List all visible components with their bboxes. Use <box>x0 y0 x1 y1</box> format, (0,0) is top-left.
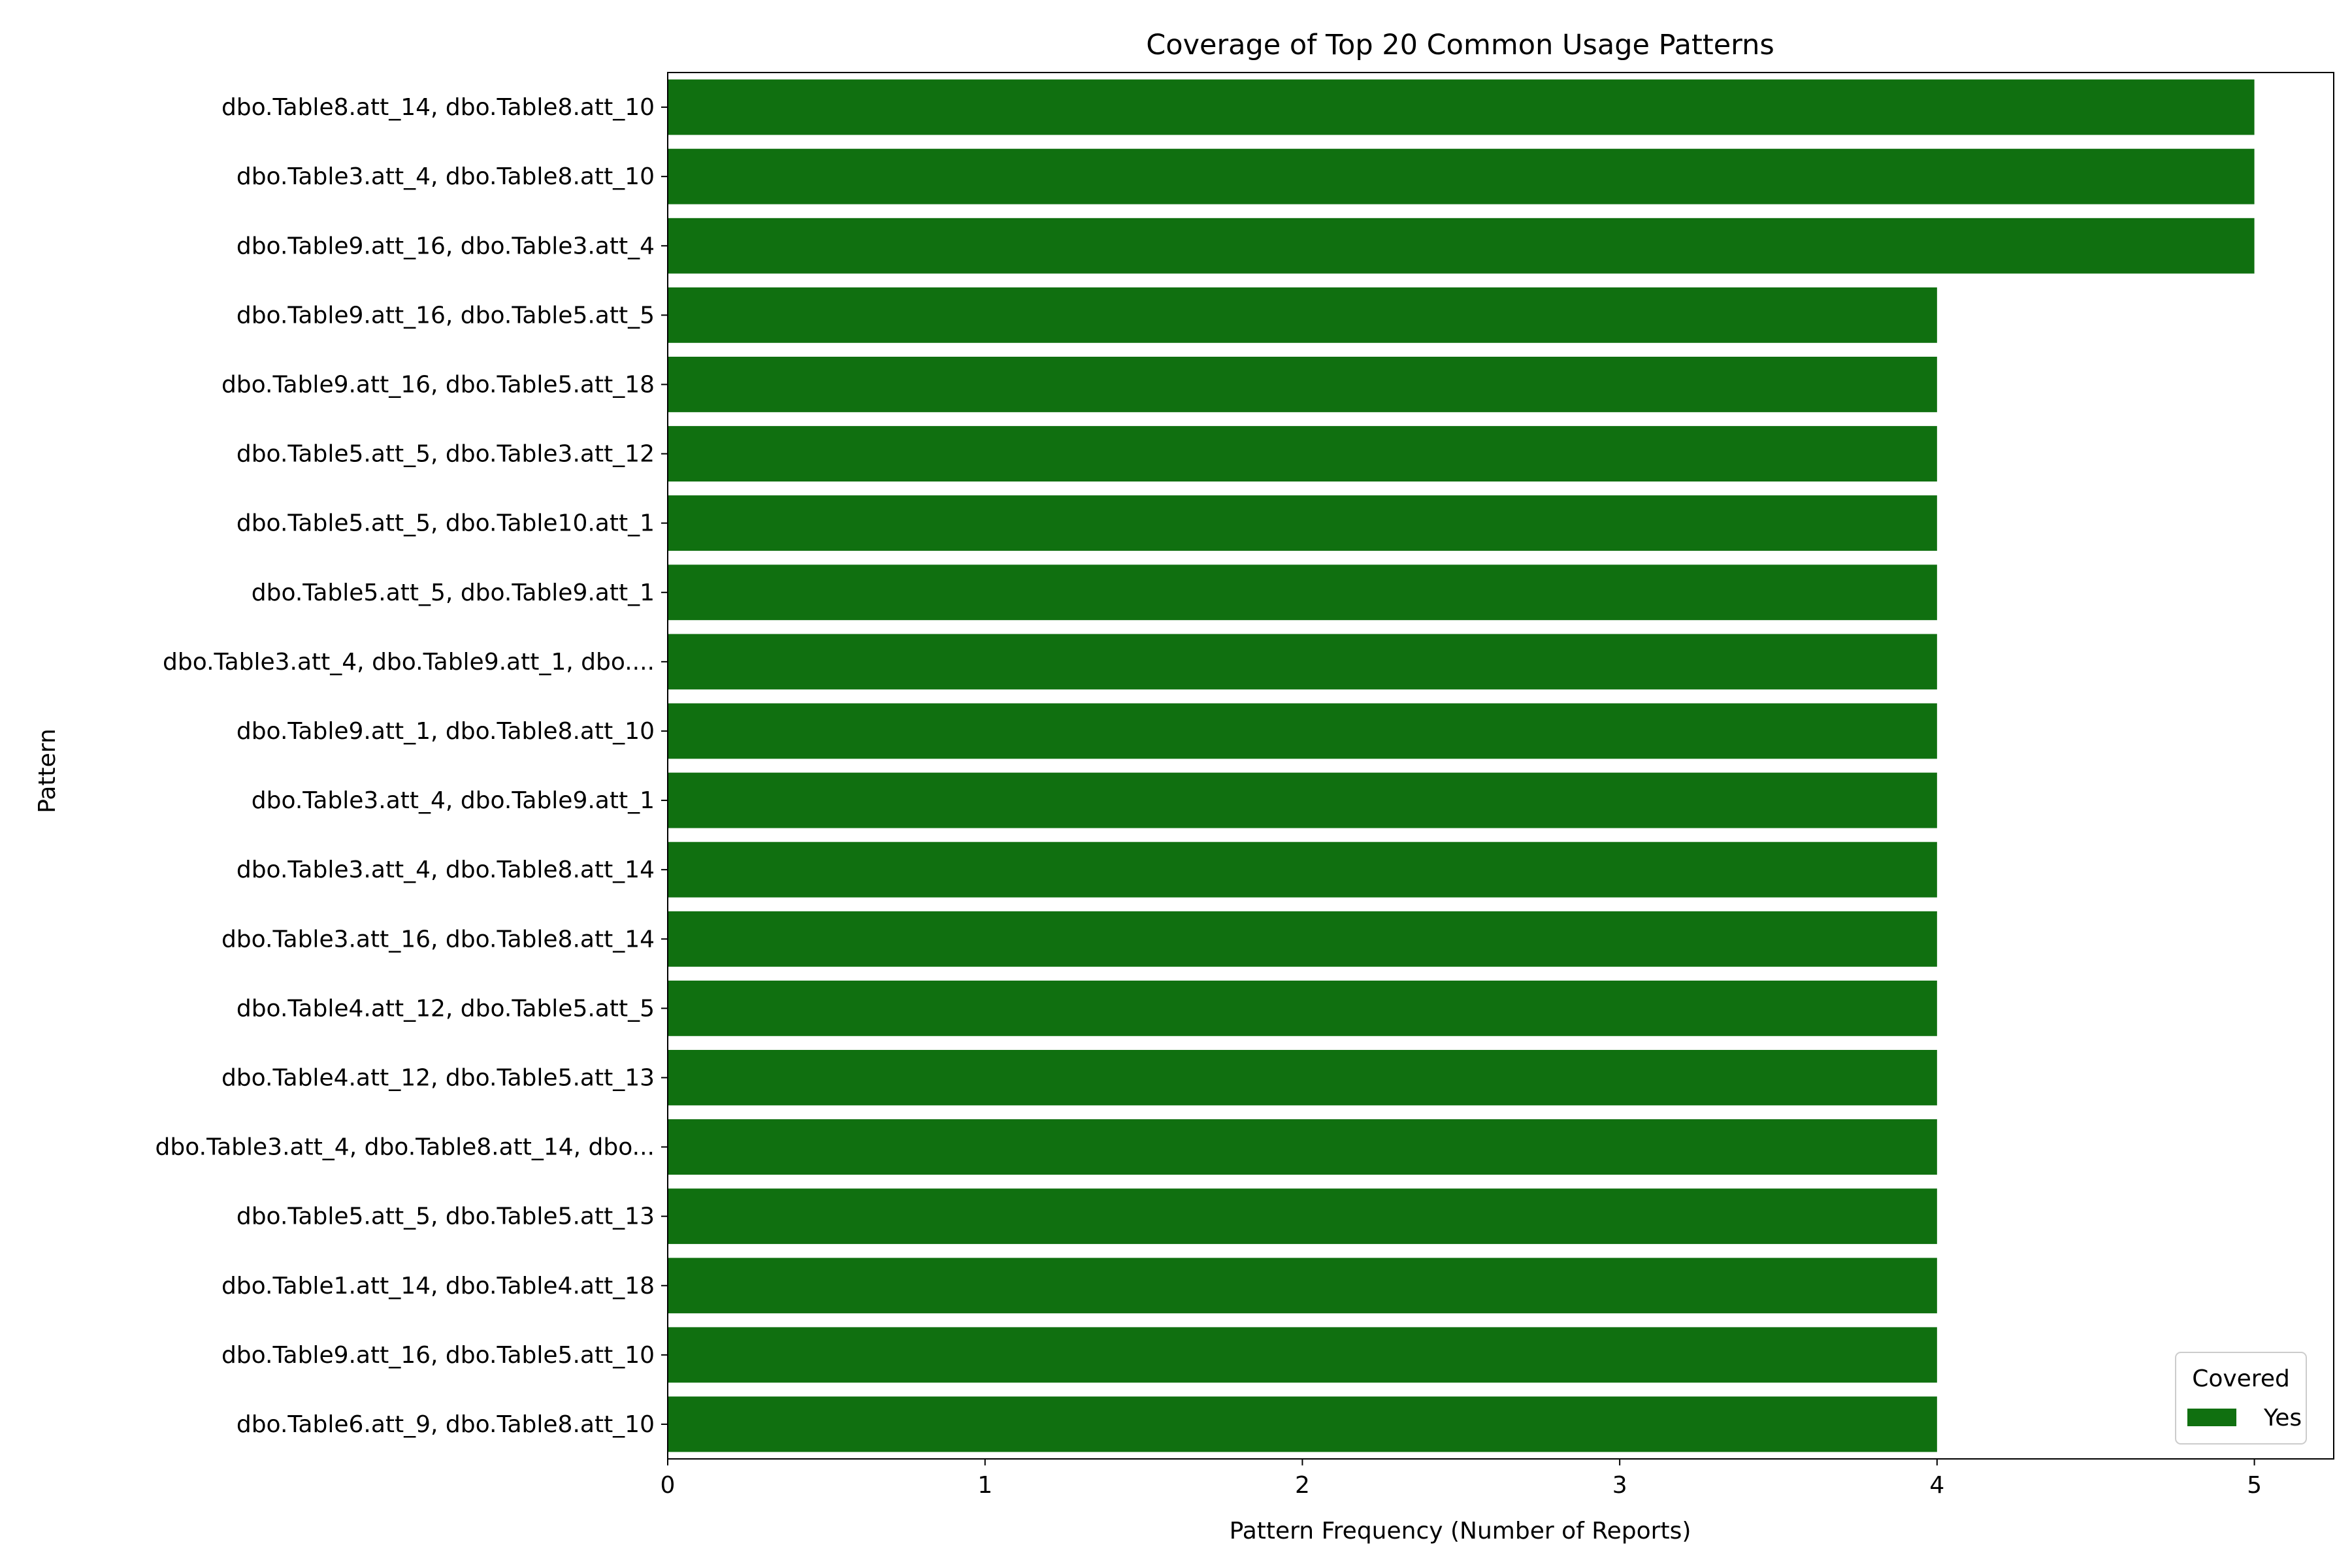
bar <box>668 911 1937 967</box>
chart-title: Coverage of Top 20 Common Usage Patterns <box>1146 29 1774 61</box>
bar <box>668 426 1937 482</box>
y-tick-label: dbo.Table3.att_4, dbo.Table8.att_10 <box>237 163 655 190</box>
legend-title: Covered <box>2192 1365 2290 1392</box>
bar <box>668 980 1937 1036</box>
bar <box>668 1188 1937 1245</box>
y-tick-label: dbo.Table8.att_14, dbo.Table8.att_10 <box>221 94 655 121</box>
y-tick-label: dbo.Table4.att_12, dbo.Table5.att_13 <box>221 1064 655 1091</box>
y-tick-label: dbo.Table5.att_5, dbo.Table9.att_1 <box>252 580 655 606</box>
x-tick-label: 5 <box>2247 1472 2262 1499</box>
y-axis-ticks: dbo.Table8.att_14, dbo.Table8.att_10 dbo.… <box>155 94 668 1438</box>
y-tick-label: dbo.Table9.att_16, dbo.Table5.att_18 <box>221 371 655 398</box>
y-tick-label: dbo.Table9.att_16, dbo.Table5.att_10 <box>221 1342 655 1369</box>
bar <box>668 1119 1937 1175</box>
y-tick-label: dbo.Table3.att_16, dbo.Table8.att_14 <box>221 926 655 953</box>
legend-swatch <box>2187 1409 2236 1426</box>
x-tick-label: 3 <box>1612 1472 1627 1499</box>
bar <box>668 1050 1937 1105</box>
y-tick-label: dbo.Table9.att_1, dbo.Table8.att_10 <box>237 718 655 745</box>
bars-layer <box>668 79 2255 1452</box>
legend-label: Yes <box>2263 1405 2302 1431</box>
y-tick-label: dbo.Table5.att_5, dbo.Table5.att_13 <box>237 1203 655 1230</box>
y-tick-label: dbo.Table6.att_9, dbo.Table8.att_10 <box>237 1411 655 1438</box>
x-tick-label: 0 <box>661 1472 676 1499</box>
x-tick-label: 2 <box>1295 1472 1310 1499</box>
x-axis-ticks: 0 1 2 3 4 5 <box>661 1459 2262 1499</box>
bar <box>668 495 1937 551</box>
y-tick-label: dbo.Table5.att_5, dbo.Table10.att_1 <box>237 510 655 537</box>
bar <box>668 772 1937 828</box>
bar <box>668 79 2255 135</box>
y-tick-label: dbo.Table1.att_14, dbo.Table4.att_18 <box>221 1273 655 1299</box>
bar <box>668 218 2255 274</box>
y-tick-label: dbo.Table3.att_4, dbo.Table8.att_14, dbo… <box>155 1134 655 1161</box>
y-tick-label: dbo.Table4.att_12, dbo.Table5.att_5 <box>237 995 655 1022</box>
plot-frame <box>667 72 2334 1460</box>
y-tick-label: dbo.Table3.att_4, dbo.Table9.att_1 <box>252 787 655 814</box>
x-axis-label: Pattern Frequency (Number of Reports) <box>1230 1518 1691 1544</box>
legend[interactable]: Covered Yes <box>2175 1352 2307 1445</box>
bar <box>668 1327 1937 1383</box>
y-tick-label: dbo.Table5.att_5, dbo.Table3.att_12 <box>237 441 655 468</box>
x-tick-label: 4 <box>1929 1472 1944 1499</box>
bar <box>668 703 1937 759</box>
y-tick-label: dbo.Table3.att_4, dbo.Table9.att_1, dbo.… <box>163 649 655 676</box>
bar <box>668 1258 1937 1314</box>
y-axis-label: Pattern <box>34 728 61 813</box>
bar <box>668 634 1937 690</box>
y-tick-label: dbo.Table9.att_16, dbo.Table5.att_5 <box>237 302 655 329</box>
x-tick-label: 1 <box>977 1472 992 1499</box>
bar <box>668 841 1937 898</box>
y-tick-label: dbo.Table3.att_4, dbo.Table8.att_14 <box>237 857 655 883</box>
bar <box>668 287 1937 343</box>
bar <box>668 1396 1937 1452</box>
bar <box>668 357 1937 412</box>
bar <box>668 564 1937 621</box>
y-tick-label: dbo.Table9.att_16, dbo.Table3.att_4 <box>237 233 655 259</box>
bar <box>668 148 2255 204</box>
